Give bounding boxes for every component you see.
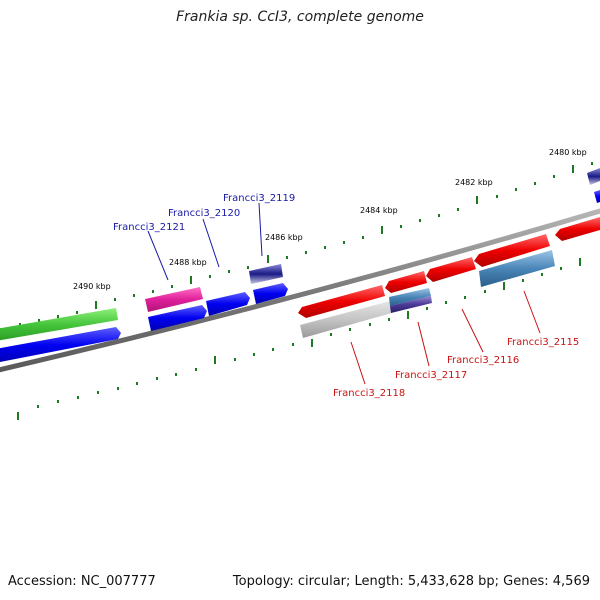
gene-label-2117: Francci3_2117 [395, 370, 467, 381]
gene-francci3-2121[interactable] [145, 287, 203, 312]
gene-label-2116: Francci3_2116 [447, 355, 519, 366]
genome-stats-text: Topology: circular; Length: 5,433,628 bp… [232, 574, 590, 589]
gene-label-2115: Francci3_2115 [507, 337, 579, 348]
gene-outer-green[interactable] [0, 308, 118, 342]
gene-label-2121: Francci3_2121 [113, 222, 185, 233]
gene-francci3-2118[interactable] [298, 285, 385, 318]
leader-lines-top [147, 202, 263, 281]
scale-label-2480: 2480 kbp [549, 148, 587, 157]
scale-ticks-lower [17, 258, 581, 420]
gene-francci3-2120[interactable] [206, 292, 250, 316]
gene-outer-navy-right[interactable] [587, 168, 600, 185]
scale-ticks-upper [0, 162, 593, 331]
gene-red-right[interactable] [555, 217, 600, 241]
gene-blue-2119-lower[interactable] [253, 283, 288, 304]
gene-francci3-2117[interactable] [385, 271, 427, 293]
gene-red-2116-b[interactable] [474, 234, 550, 267]
gene-outer-blue-right[interactable] [594, 190, 600, 203]
gene-label-2120: Francci3_2120 [168, 208, 240, 219]
genome-backbone [0, 208, 600, 373]
gene-grey-2118-lower[interactable] [300, 301, 392, 338]
gene-label-2119: Francci3_2119 [223, 193, 295, 204]
leader-lines-bottom [350, 290, 541, 385]
gene-purple-2117-lower[interactable] [390, 296, 432, 313]
accession-text: Accession: NC_007777 [8, 574, 156, 589]
gene-francci3-2119[interactable] [249, 264, 283, 284]
gene-francci3-2116[interactable] [426, 257, 476, 282]
scale-label-2484: 2484 kbp [360, 206, 398, 215]
gene-francci3-2115[interactable] [479, 250, 555, 287]
gene-outer-blue-left[interactable] [0, 327, 121, 364]
gene-blue-2121-lower[interactable] [148, 305, 207, 331]
scale-label-2482: 2482 kbp [455, 178, 493, 187]
gene-steel-2117-lower[interactable] [389, 288, 431, 306]
map-title: Frankia sp. CcI3, complete genome [176, 9, 424, 25]
gene-label-2118: Francci3_2118 [333, 388, 405, 399]
scale-label-2486: 2486 kbp [265, 233, 303, 242]
scale-label-2490: 2490 kbp [73, 282, 111, 291]
scale-label-2488: 2488 kbp [169, 258, 207, 267]
